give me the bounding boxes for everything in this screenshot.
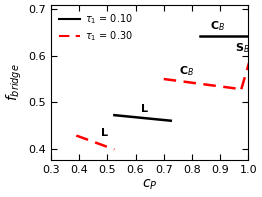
- Text: L: L: [141, 104, 148, 114]
- X-axis label: $c_P$: $c_P$: [142, 178, 157, 192]
- Text: C$_B$: C$_B$: [179, 64, 194, 78]
- Y-axis label: $f_{bridge}$: $f_{bridge}$: [5, 64, 24, 101]
- Text: L: L: [101, 128, 108, 138]
- Text: S$_B$: S$_B$: [235, 42, 250, 55]
- Text: C$_B$: C$_B$: [210, 19, 225, 33]
- Legend: $\tau_1$ = 0.10, $\tau_1$ = 0.30: $\tau_1$ = 0.10, $\tau_1$ = 0.30: [56, 10, 136, 46]
